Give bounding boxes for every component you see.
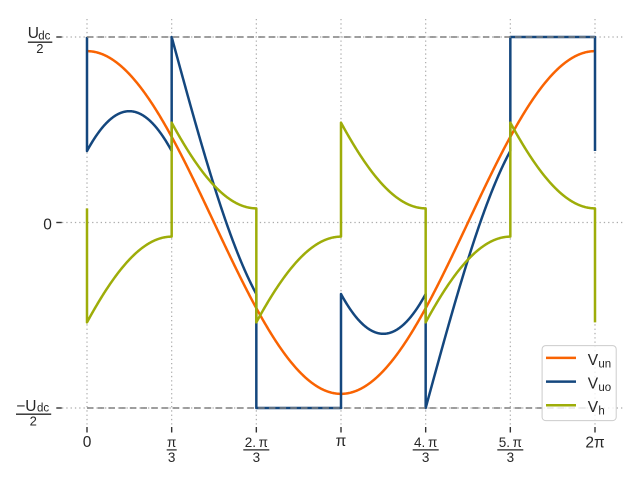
svg-text:0: 0 — [83, 434, 92, 451]
svg-text:π: π — [167, 435, 176, 450]
svg-text:3: 3 — [422, 450, 430, 465]
svg-text:5. π: 5. π — [499, 435, 522, 450]
svg-text:2. π: 2. π — [245, 435, 268, 450]
svg-text:V: V — [588, 399, 599, 416]
svg-text:2: 2 — [30, 414, 37, 429]
svg-text:3: 3 — [507, 450, 515, 465]
svg-text:3: 3 — [253, 450, 261, 465]
svg-text:h: h — [598, 406, 604, 418]
svg-text:2π: 2π — [585, 435, 605, 452]
svg-text:U: U — [28, 25, 39, 42]
svg-text:V: V — [588, 352, 599, 369]
svg-text:π: π — [336, 433, 347, 450]
svg-text:uo: uo — [598, 382, 611, 394]
svg-text:−U: −U — [16, 398, 36, 415]
svg-text:dc: dc — [37, 403, 49, 415]
svg-text:un: un — [598, 358, 611, 370]
svg-text:V: V — [588, 376, 599, 393]
svg-text:0: 0 — [43, 216, 52, 233]
svg-text:2: 2 — [36, 41, 43, 56]
svg-text:3: 3 — [168, 450, 176, 465]
svg-text:4. π: 4. π — [414, 435, 437, 450]
svg-text:dc: dc — [38, 31, 50, 43]
